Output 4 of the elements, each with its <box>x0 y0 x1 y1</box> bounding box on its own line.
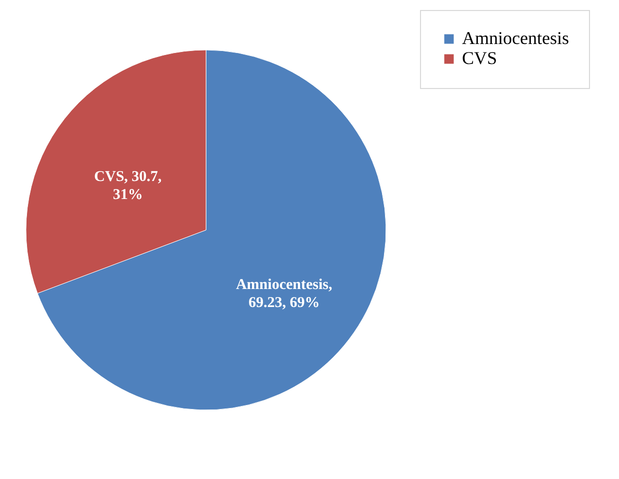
legend-label: CVS <box>462 48 498 68</box>
data-label: CVS, 30.7, 31% <box>94 168 162 203</box>
legend-label: Amniocentesis <box>462 28 569 48</box>
data-label: Amniocentesis, 69.23, 69% <box>236 277 332 312</box>
